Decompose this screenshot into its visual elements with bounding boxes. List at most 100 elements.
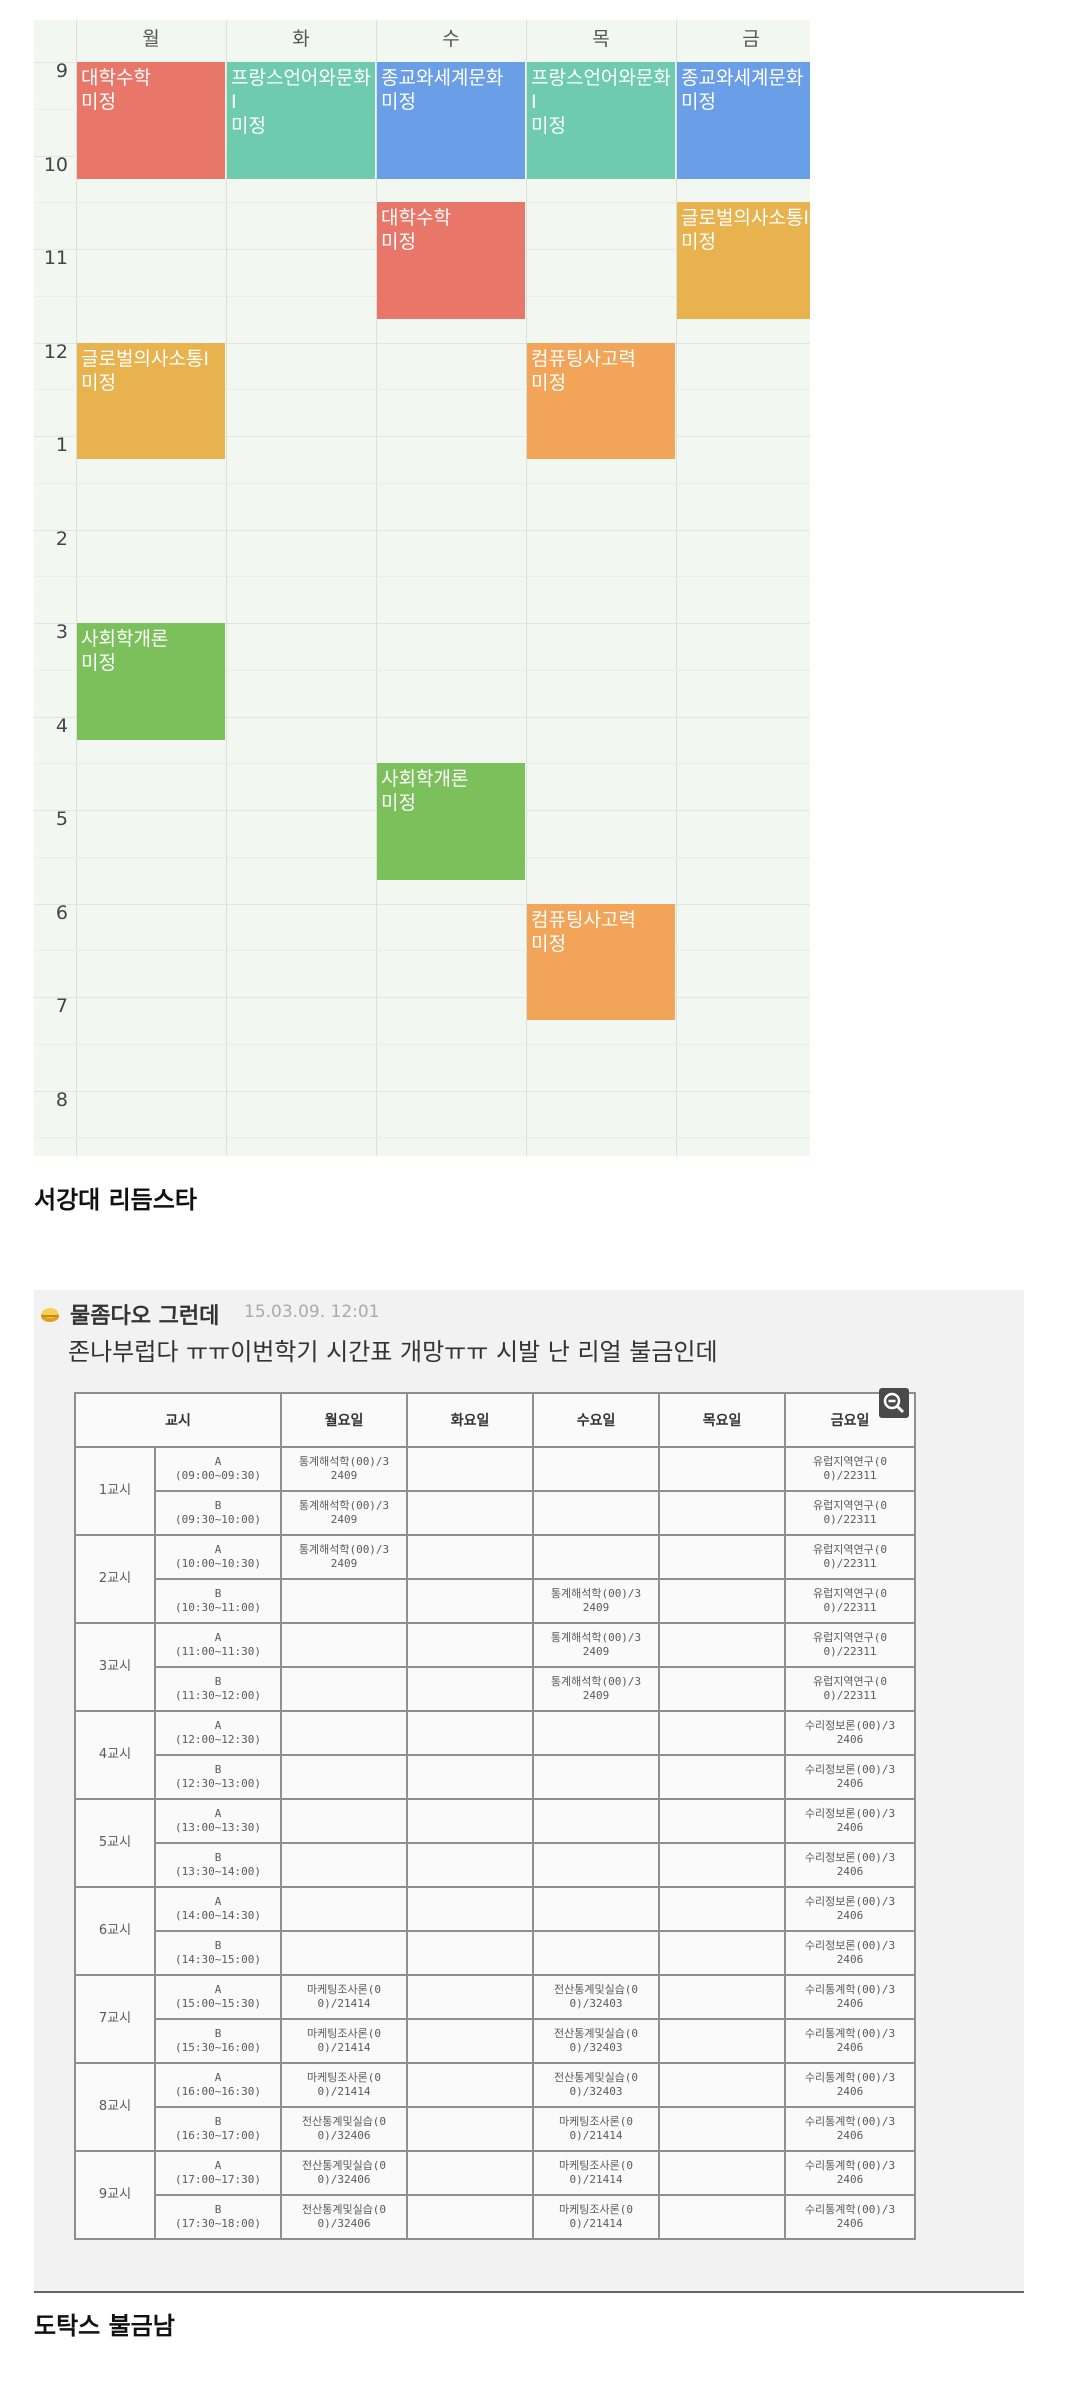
class-cell-fri: 유럽지역연구(0 0)/22311	[784, 1622, 917, 1668]
grid-column-line	[76, 20, 77, 1156]
course-block[interactable]: 글로벌의사소통I 미정	[77, 342, 225, 460]
class-cell-tue	[406, 1622, 535, 1668]
class-cell-tue	[406, 1710, 535, 1756]
course-title: 수리통계학(00)/3	[804, 2115, 896, 2128]
post-text: 존나부럽다 ㅠㅠ이번학기 시간표 개망ㅠㅠ 시발 난 리얼 불금인데	[68, 1338, 718, 1366]
course-block[interactable]: 사회학개론 미정	[77, 623, 225, 740]
hour-label: 10	[43, 153, 68, 176]
class-cell-wed: 통계해석학(00)/3 2409	[532, 1578, 661, 1624]
grid-column-line	[676, 20, 677, 1156]
course-name: 사회학개론	[381, 768, 469, 791]
course-room: 2406	[836, 2085, 864, 2098]
course-block[interactable]: 대학수학 미정	[377, 202, 525, 320]
course-name: 프랑스언어와문화I	[531, 67, 671, 113]
level-badge-icon	[41, 1308, 59, 1322]
class-cell-fri: 수리통계학(00)/3 2406	[784, 2194, 917, 2240]
class-schedule-table: 교시 월요일 화요일 수요일 목요일 금요일 1교시 A (09:00~09:30)…	[73, 1392, 917, 2240]
course-room: 2406	[836, 2217, 864, 2230]
course-room: 2409	[330, 1557, 358, 1570]
class-cell-mon: 전산통계및실습(0 0)/32406	[280, 2194, 409, 2240]
course-title: 수리정보론(00)/3	[804, 1895, 896, 1908]
slot-time: (17:30~18:00)	[174, 2217, 262, 2230]
course-title: 수리통계학(00)/3	[804, 2203, 896, 2216]
table-row: 9교시 A (17:00~17:30) 전산통계및실습(0 0)/32406 마케팅조사론…	[74, 2150, 917, 2240]
class-cell-mon: 통계해석학(00)/3 2409	[280, 1534, 409, 1580]
hour-label: 6	[55, 901, 68, 924]
class-cell-fri: 유럽지역연구(0 0)/22311	[784, 1666, 917, 1712]
class-cell-thu	[658, 1842, 787, 1888]
course-title: 마케팅조사론(0	[559, 2159, 633, 2172]
day-header: 목	[592, 28, 610, 50]
table-row: B (17:30~18:00) 전산통계및실습(0 0)/32406 마케팅조사론(0 0…	[75, 2194, 917, 2240]
slot-cell: B (09:30~10:00)	[153, 1490, 283, 1536]
course-title: 마케팅조사론(0	[307, 1983, 381, 1996]
class-cell-mon	[280, 1930, 409, 1976]
slot-time: (15:00~15:30)	[174, 1997, 262, 2010]
post-author[interactable]: 물좀다오 그런데	[70, 1304, 220, 1329]
class-cell-thu	[658, 1446, 787, 1492]
course-room: 2406	[836, 1997, 864, 2010]
course-title: 통계해석학(00)/3	[298, 1543, 390, 1556]
table-header-row: 교시 월요일 화요일 수요일 목요일 금요일	[73, 1392, 917, 1448]
slot-letter: A	[214, 1895, 222, 1908]
course-block[interactable]: 종교와세계문화 미정	[677, 62, 810, 179]
grid-hour-line	[34, 436, 810, 437]
caption-ddotax: 도탁스 불금남	[34, 2312, 175, 2340]
class-cell-mon	[280, 1754, 409, 1800]
grid-half-hour-line	[34, 576, 810, 578]
slot-time: (09:00~09:30)	[174, 1469, 262, 1482]
class-cell-wed	[532, 1842, 661, 1888]
course-title: 전산통계및실습(0	[553, 2027, 639, 2040]
course-room: 2406	[836, 1733, 864, 1746]
grid-half-hour-line	[34, 389, 810, 391]
hour-label: 11	[43, 247, 68, 269]
class-cell-tue	[406, 1446, 535, 1492]
class-cell-thu	[658, 1666, 787, 1712]
course-block[interactable]: 글로벌의사소통I 미정	[677, 202, 810, 320]
class-cell-wed: 마케팅조사론(0 0)/21414	[532, 2106, 661, 2152]
course-status: 미정	[381, 231, 416, 254]
slot-letter: B	[214, 1763, 222, 1776]
class-cell-wed	[532, 1930, 661, 1976]
slot-letter: B	[214, 2027, 222, 2040]
slot-time: (13:00~13:30)	[174, 1821, 262, 1834]
grid-half-hour-line	[34, 1137, 810, 1139]
course-block[interactable]: 컴퓨팅사고력 미정	[527, 903, 675, 1021]
class-cell-thu	[658, 2018, 787, 2064]
slot-time: (09:30~10:00)	[174, 1513, 262, 1526]
course-room: 0)/32403	[569, 2085, 623, 2098]
course-block[interactable]: 종교와세계문화 미정	[377, 62, 525, 179]
course-block[interactable]: 컴퓨팅사고력 미정	[527, 342, 675, 460]
day-header: 수	[442, 28, 460, 50]
course-title: 전산통계및실습(0	[553, 2071, 639, 2084]
class-cell-wed	[532, 1754, 661, 1800]
table-row: B (13:30~14:00) 수리정보론(00)/3 2406	[75, 1842, 917, 1888]
course-block[interactable]: 대학수학 미정	[77, 62, 225, 179]
slot-time: (10:30~11:00)	[174, 1601, 262, 1614]
class-cell-fri: 수리통계학(00)/3 2406	[784, 2106, 917, 2152]
day-header: 금	[742, 28, 760, 50]
class-cell-thu	[658, 1710, 787, 1756]
hour-label: 2	[55, 527, 68, 550]
class-cell-mon	[280, 1578, 409, 1624]
course-block[interactable]: 프랑스언어와문화I 미정	[527, 62, 675, 179]
course-name: 사회학개론	[81, 628, 169, 650]
course-block[interactable]: 프랑스언어와문화I 미정	[227, 62, 375, 179]
course-title: 유럽지역연구(0	[813, 1543, 887, 1556]
zoom-out-icon[interactable]	[879, 1388, 909, 1418]
table-row: B (14:30~15:00) 수리정보론(00)/3 2406	[75, 1930, 917, 1976]
slot-cell: B (11:30~12:00)	[153, 1666, 283, 1712]
slot-cell: A (11:00~11:30)	[153, 1622, 283, 1668]
class-cell-wed: 통계해석학(00)/3 2409	[532, 1666, 661, 1712]
class-cell-tue	[406, 1578, 535, 1624]
slot-letter: A	[214, 1455, 222, 1468]
table-row: B (15:30~16:00) 마케팅조사론(0 0)/21414 전산통계및실습(0 0…	[75, 2018, 917, 2064]
slot-cell: A (12:00~12:30)	[153, 1710, 283, 1756]
course-block[interactable]: 사회학개론 미정	[377, 763, 525, 881]
hour-label: 3	[55, 621, 68, 643]
course-room: 2406	[836, 2129, 864, 2142]
course-title: 수리정보론(00)/3	[804, 1719, 896, 1732]
slot-cell: A (09:00~09:30)	[153, 1446, 283, 1492]
slot-letter: A	[214, 1807, 222, 1820]
class-cell-wed	[532, 1798, 661, 1844]
